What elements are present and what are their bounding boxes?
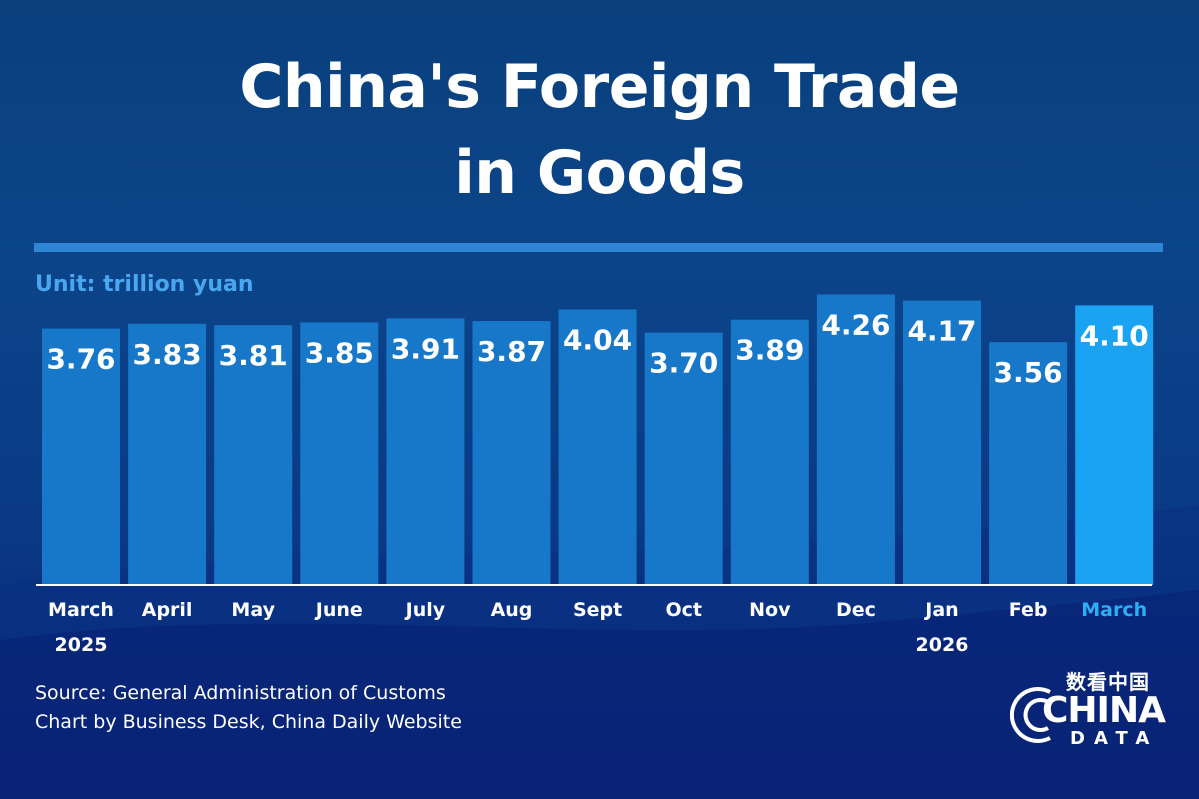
tick-label-5: July: [404, 599, 446, 621]
logo-word: CHINA: [1042, 690, 1166, 731]
year-label-1: 2025: [55, 634, 108, 656]
credit-line: Chart by Business Desk, China Daily Webs…: [35, 711, 462, 733]
bar-7: [558, 309, 637, 585]
tick-label-10: Dec: [836, 599, 876, 621]
logo-sub: DATA: [1070, 728, 1159, 749]
bar-4: [300, 322, 379, 585]
data-label-11: 4.17: [907, 315, 976, 348]
bars-group: 3.76 3.83 3.81 3.85 3.91 3.87 4.04 3.70 3.89 4.26…: [42, 294, 1154, 585]
data-label-3: 3.81: [219, 339, 288, 372]
data-label-5: 3.91: [391, 332, 460, 365]
logo-arc-icon: [1010, 687, 1051, 743]
tick-label-8: Oct: [665, 599, 702, 621]
tick-label-7: Sept: [573, 599, 622, 621]
data-label-13: 4.10: [1080, 319, 1149, 352]
data-label-6: 3.87: [477, 335, 546, 368]
bar-3: [214, 325, 293, 585]
unit-label: Unit: trillion yuan: [35, 272, 254, 297]
bar-2: [128, 323, 207, 585]
china-data-logo: 数看中国 CHINA DATA: [1010, 666, 1170, 756]
data-label-10: 4.26: [821, 308, 890, 341]
data-label-4: 3.85: [305, 336, 374, 369]
bar-10: [816, 294, 895, 585]
tick-label-4: June: [314, 599, 363, 621]
logo-chinese-text: 数看中国: [1066, 670, 1150, 694]
title-line-2: in Goods: [454, 138, 745, 208]
tick-label-9: Nov: [749, 599, 791, 621]
data-label-9: 3.89: [735, 334, 804, 367]
data-label-1: 3.76: [46, 343, 115, 376]
labels-group: March 2025 April May June July Aug Sept Oct Nov De…: [48, 599, 1147, 656]
source-block: Source: General Administration of Custom…: [35, 679, 462, 737]
chart-title: China's Foreign Trade in Goods: [0, 44, 1199, 216]
title-rule: [34, 243, 1163, 252]
bar-6: [472, 321, 551, 585]
bar-12: [989, 342, 1068, 585]
data-label-7: 4.04: [563, 323, 632, 356]
bar-11: [903, 300, 981, 585]
title-line-1: China's Foreign Trade: [239, 52, 960, 122]
bar-1: [42, 328, 120, 585]
tick-label-1: March: [48, 599, 114, 621]
bar-13: [1075, 305, 1154, 585]
tick-label-11: Jan: [923, 599, 958, 621]
source-line: Source: General Administration of Custom…: [35, 682, 446, 704]
tick-label-3: May: [231, 599, 275, 621]
year-label-11: 2026: [916, 634, 969, 656]
tick-label-6: Aug: [491, 599, 533, 621]
bar-9: [730, 319, 809, 585]
tick-label-13: March: [1081, 599, 1147, 621]
tick-label-2: April: [142, 599, 193, 621]
bar-5: [386, 318, 465, 585]
tick-label-12: Feb: [1009, 599, 1048, 621]
data-label-12: 3.56: [994, 356, 1063, 389]
data-label-8: 3.70: [649, 347, 718, 380]
data-label-2: 3.83: [133, 338, 202, 371]
bar-8: [644, 332, 723, 585]
